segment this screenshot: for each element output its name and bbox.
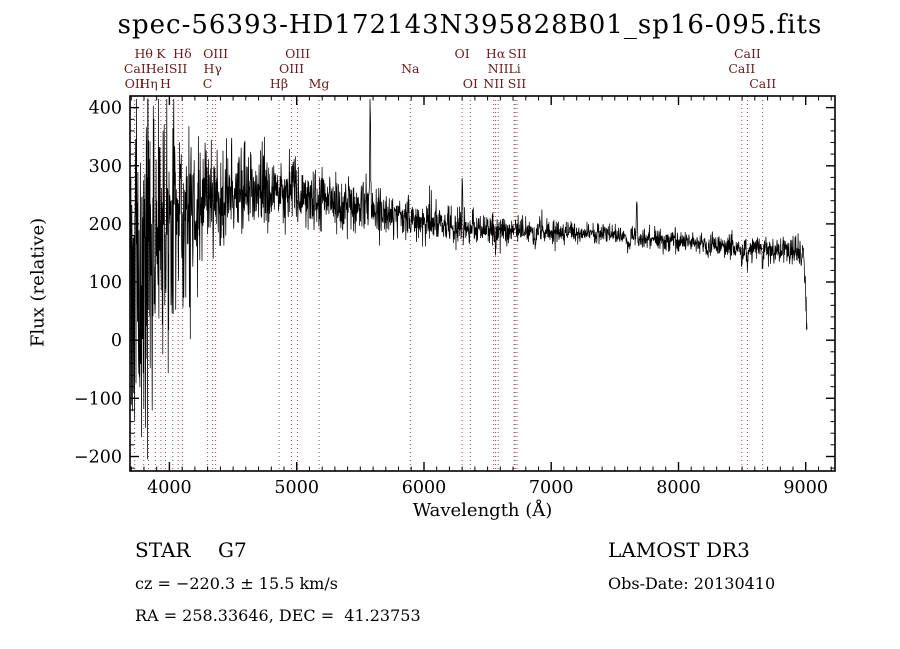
spectral-line-label: Hθ: [134, 46, 152, 61]
spectral-line-label: C: [203, 76, 213, 91]
survey-release-label: LAMOST DR3: [608, 538, 750, 562]
spectral-line-label: Hγ: [204, 61, 222, 76]
spectral-line-label: Na: [401, 61, 420, 76]
x-axis-title: Wavelength (Å): [412, 500, 553, 521]
y-tick-label: 100: [89, 273, 122, 293]
y-tick-label: 300: [89, 157, 122, 177]
spectral-line-label: OIII: [279, 61, 304, 76]
object-class-label: STAR: [135, 538, 191, 562]
spectral-line-label: CaII: [124, 61, 151, 76]
y-tick-label: 400: [89, 99, 122, 119]
y-tick-label: −100: [74, 389, 122, 409]
spectral-line-label: CaII: [749, 76, 776, 91]
obs-date-label: Obs-Date: 20130410: [608, 574, 776, 593]
spectral-line-label: Mg: [309, 76, 330, 91]
x-tick-label: 7000: [529, 478, 574, 498]
spectral-line-label: NII: [483, 76, 504, 91]
object-subclass-label: G7: [218, 538, 247, 562]
spectral-line-label: Li: [508, 61, 520, 76]
x-tick-label: 4000: [147, 478, 192, 498]
x-tick-label: 6000: [402, 478, 447, 498]
coordinates-label: RA = 258.33646, DEC = 41.23753: [135, 606, 421, 625]
spectral-line-label: SII: [508, 76, 527, 91]
spectral-line-label: H: [160, 76, 171, 91]
x-tick-label: 8000: [656, 478, 701, 498]
spectral-line-label: SII: [508, 46, 527, 61]
plot-frame: [129, 95, 836, 472]
spectral-line-label: SII: [169, 61, 188, 76]
spectral-line-label: OI: [455, 46, 470, 61]
y-tick-label: −200: [74, 447, 122, 467]
x-tick-label: 5000: [274, 478, 319, 498]
spectral-line-label: OIII: [203, 46, 228, 61]
spectral-line-label: Hα: [486, 46, 506, 61]
spectral-line-label: Hδ: [173, 46, 191, 61]
cz-value-label: cz = −220.3 ± 15.5 km/s: [135, 574, 338, 593]
spectral-line-label: NII: [488, 61, 509, 76]
y-tick-label: 0: [111, 331, 122, 351]
y-tick-label: 200: [89, 215, 122, 235]
x-tick-label: 9000: [783, 478, 828, 498]
spectral-line-label: Hη: [139, 76, 157, 91]
spectral-line-label: Hβ: [270, 76, 288, 91]
spectral-line-label: CaII: [728, 61, 755, 76]
spectral-line-label: CaII: [734, 46, 761, 61]
spectral-line-label: K: [156, 46, 166, 61]
spectrum-line: [130, 98, 808, 460]
spectral-line-label: OI: [463, 76, 478, 91]
spectral-line-label: HeI: [146, 61, 169, 76]
y-axis-title: Flux (relative): [27, 217, 49, 348]
spectral-line-label: OIII: [285, 46, 310, 61]
spectral-line-label: OII: [125, 76, 145, 91]
plot-title: spec-56393-HD172143N395828B01_sp16-095.f…: [117, 10, 823, 40]
